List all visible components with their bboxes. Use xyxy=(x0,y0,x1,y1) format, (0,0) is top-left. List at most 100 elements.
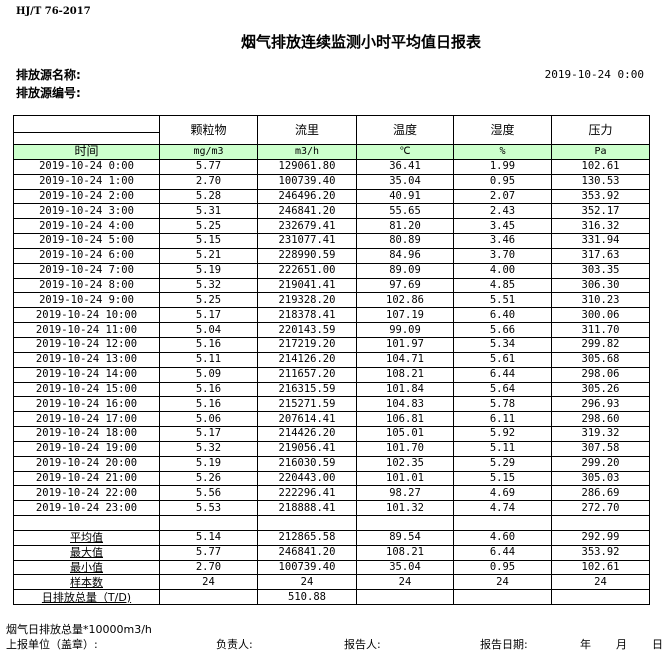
row-label: 2019-10-24 18:00 xyxy=(13,426,160,442)
row-label: 2019-10-24 10:00 xyxy=(13,307,160,324)
row-label: 最大值 xyxy=(13,544,160,561)
data-cell: 228990.59 xyxy=(257,247,357,264)
data-cell: 35.04 xyxy=(356,173,454,190)
data-cell xyxy=(453,515,552,531)
data-cell: 219056.41 xyxy=(257,440,357,457)
data-cell: 5.21 xyxy=(159,247,258,264)
data-cell: 2.43 xyxy=(453,203,552,220)
table-row: 2019-10-24 0:00 5.77 129061.80 36.41 1.99 102… xyxy=(13,158,650,175)
row-label: 2019-10-24 23:00 xyxy=(13,500,160,517)
data-cell: 5.29 xyxy=(453,455,552,472)
data-cell: 5.15 xyxy=(453,470,552,487)
data-cell: 510.88 xyxy=(257,589,357,606)
data-cell: 24 xyxy=(551,574,650,591)
row-label: 2019-10-24 16:00 xyxy=(13,396,160,413)
data-cell: 4.74 xyxy=(453,500,552,517)
data-cell: 5.32 xyxy=(159,277,258,294)
data-cell: 316.32 xyxy=(551,218,650,235)
data-cell: 5.34 xyxy=(453,336,552,353)
row-label: 2019-10-24 7:00 xyxy=(13,262,160,279)
data-cell: 222296.41 xyxy=(257,485,357,502)
data-cell: 5.77 xyxy=(159,158,258,175)
data-cell xyxy=(159,515,258,531)
data-cell: 5.17 xyxy=(159,426,258,442)
row-label: 2019-10-24 1:00 xyxy=(13,173,160,190)
row-label: 平均值 xyxy=(13,529,160,546)
data-cell: 5.15 xyxy=(159,233,258,249)
data-cell: 3.70 xyxy=(453,247,552,264)
data-cell: 6.40 xyxy=(453,307,552,324)
data-cell: 40.91 xyxy=(356,188,454,205)
data-cell: 246841.20 xyxy=(257,544,357,561)
data-cell: 5.17 xyxy=(159,307,258,324)
data-cell: 5.26 xyxy=(159,470,258,487)
row-label: 2019-10-24 15:00 xyxy=(13,381,160,398)
column-header: 流里 xyxy=(257,115,357,145)
data-cell: 98.27 xyxy=(356,485,454,502)
data-cell: 5.28 xyxy=(159,188,258,205)
data-cell: 214126.20 xyxy=(257,351,357,368)
table-row: 2019-10-24 23:00 5.53 218888.41 101.32 4.74 2… xyxy=(13,500,650,517)
data-cell: 272.70 xyxy=(551,500,650,517)
data-cell: 3.45 xyxy=(453,218,552,235)
row-label: 2019-10-24 14:00 xyxy=(13,366,160,383)
data-cell: 130.53 xyxy=(551,173,650,190)
data-cell: 5.06 xyxy=(159,411,258,428)
row-label: 2019-10-24 4:00 xyxy=(13,218,160,235)
data-cell: 35.04 xyxy=(356,559,454,576)
data-cell: 311.70 xyxy=(551,322,650,338)
data-cell: 4.60 xyxy=(453,529,552,546)
data-cell: 36.41 xyxy=(356,158,454,175)
data-cell: 231077.41 xyxy=(257,233,357,249)
data-cell: 102.86 xyxy=(356,292,454,309)
table-row: 2019-10-24 1:00 2.70 100739.40 35.04 0.95 130… xyxy=(13,173,650,190)
data-cell: 307.58 xyxy=(551,440,650,457)
data-cell xyxy=(356,515,454,531)
row-label: 2019-10-24 13:00 xyxy=(13,351,160,368)
data-cell: 5.53 xyxy=(159,500,258,517)
data-cell: 102.61 xyxy=(551,158,650,175)
data-cell: 24 xyxy=(453,574,552,591)
data-cell: 6.44 xyxy=(453,366,552,383)
data-cell: 319.32 xyxy=(551,426,650,442)
table-row: 2019-10-24 3:00 5.31 246841.20 55.65 2.43 352… xyxy=(13,203,650,220)
unit-cell: mg/m3 xyxy=(159,144,258,160)
data-cell: 108.21 xyxy=(356,544,454,561)
data-cell: 5.09 xyxy=(159,366,258,383)
table-row: 2019-10-24 15:00 5.16 216315.59 101.84 5.64 3… xyxy=(13,381,650,398)
data-cell: 107.19 xyxy=(356,307,454,324)
data-cell: 5.64 xyxy=(453,381,552,398)
summary-row: 样本数 24 24 24 24 24 xyxy=(13,574,650,591)
data-cell: 100739.40 xyxy=(257,559,357,576)
data-cell: 218888.41 xyxy=(257,500,357,517)
data-cell: 5.04 xyxy=(159,322,258,338)
data-cell: 5.14 xyxy=(159,529,258,546)
data-cell xyxy=(356,589,454,606)
table-row: 2019-10-24 17:00 5.06 207614.41 106.81 6.11 2… xyxy=(13,411,650,428)
data-cell: 6.44 xyxy=(453,544,552,561)
table-row: 2019-10-24 8:00 5.32 219041.41 97.69 4.85 306… xyxy=(13,277,650,294)
data-cell: 296.93 xyxy=(551,396,650,413)
table-row: 2019-10-24 14:00 5.09 211657.20 108.21 6.44 2… xyxy=(13,366,650,383)
data-cell: 298.06 xyxy=(551,366,650,383)
data-cell: 0.95 xyxy=(453,559,552,576)
data-cell: 211657.20 xyxy=(257,366,357,383)
data-cell: 104.83 xyxy=(356,396,454,413)
data-cell: 219328.20 xyxy=(257,292,357,309)
responsible-label: 负责人: xyxy=(216,638,253,651)
table-row: 2019-10-24 7:00 5.19 222651.00 89.09 4.00 303… xyxy=(13,262,650,279)
data-cell: 317.63 xyxy=(551,247,650,264)
data-cell: 5.66 xyxy=(453,322,552,338)
row-label: 样本数 xyxy=(13,574,160,591)
data-cell xyxy=(551,515,650,531)
data-cell xyxy=(159,589,258,606)
data-cell: 352.17 xyxy=(551,203,650,220)
data-cell: 0.95 xyxy=(453,173,552,190)
row-label: 2019-10-24 3:00 xyxy=(13,203,160,220)
data-cell xyxy=(551,589,650,606)
data-cell: 246496.20 xyxy=(257,188,357,205)
data-cell: 5.19 xyxy=(159,455,258,472)
row-label: 2019-10-24 0:00 xyxy=(13,158,160,175)
unit-cell: m3/h xyxy=(257,144,357,160)
